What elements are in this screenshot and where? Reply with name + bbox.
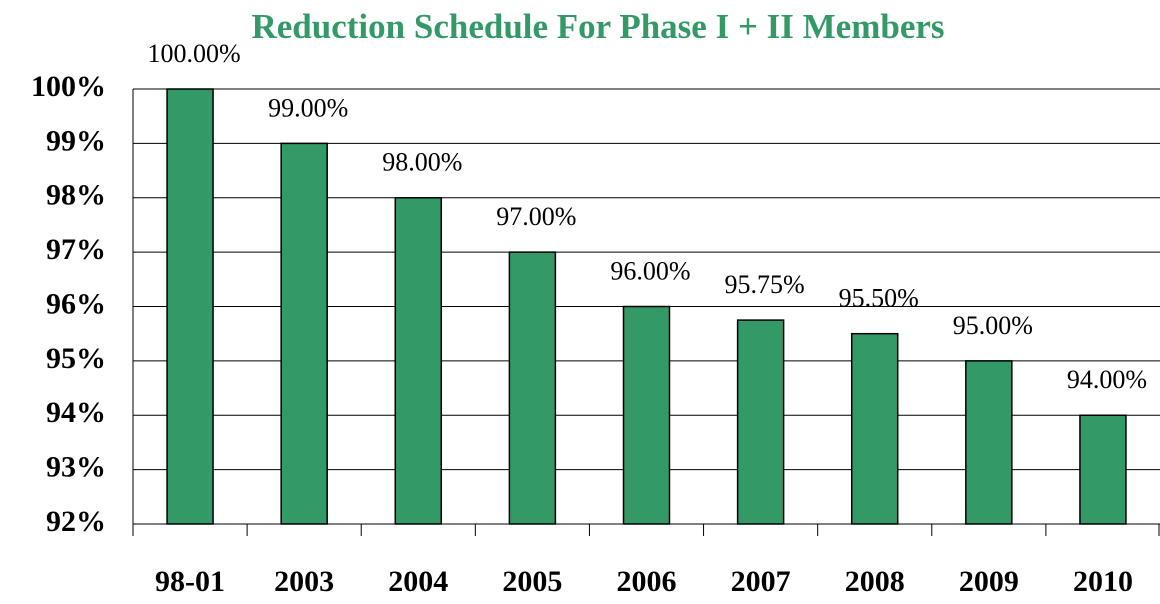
y-tick-label: 98%	[46, 179, 106, 212]
bar	[736, 319, 785, 525]
x-tick-label: 2006	[617, 565, 677, 598]
x-tick-label: 2005	[502, 565, 562, 598]
y-tick-label: 96%	[46, 287, 106, 320]
x-tick-label: 2010	[1073, 565, 1133, 598]
y-tick-label: 93%	[46, 451, 106, 484]
bar	[622, 305, 671, 525]
data-label: 97.00%	[496, 202, 576, 231]
y-tick-label: 94%	[46, 396, 106, 429]
y-tick-label: 100%	[31, 70, 106, 103]
bar	[965, 360, 1013, 525]
data-label: 95.50%	[839, 284, 919, 313]
bar	[1079, 414, 1127, 525]
y-tick-label: 92%	[46, 505, 106, 538]
bar	[280, 142, 328, 525]
y-tick-label: 97%	[46, 233, 106, 266]
chart-title: Reduction Schedule For Phase I + II Memb…	[251, 7, 944, 46]
x-tick-label: 2007	[731, 565, 791, 598]
data-label: 95.75%	[725, 270, 805, 299]
bar	[166, 88, 214, 525]
data-label: 94.00%	[1067, 365, 1147, 394]
x-tick-label: 2003	[274, 565, 334, 598]
data-label: 100.00%	[147, 39, 240, 68]
bar	[850, 332, 899, 525]
x-tick-label: 2004	[388, 565, 448, 598]
data-label: 98.00%	[382, 148, 462, 177]
data-label: 95.00%	[953, 311, 1033, 340]
y-tick-label: 95%	[46, 342, 106, 375]
bar	[394, 197, 443, 525]
x-tick-label: 98-01	[155, 565, 225, 598]
x-tick-label: 2008	[845, 565, 905, 598]
bar	[508, 251, 557, 525]
data-label: 99.00%	[268, 93, 348, 122]
data-label: 96.00%	[610, 256, 690, 285]
x-tick-label: 2009	[959, 565, 1019, 598]
y-tick-label: 99%	[46, 124, 106, 157]
